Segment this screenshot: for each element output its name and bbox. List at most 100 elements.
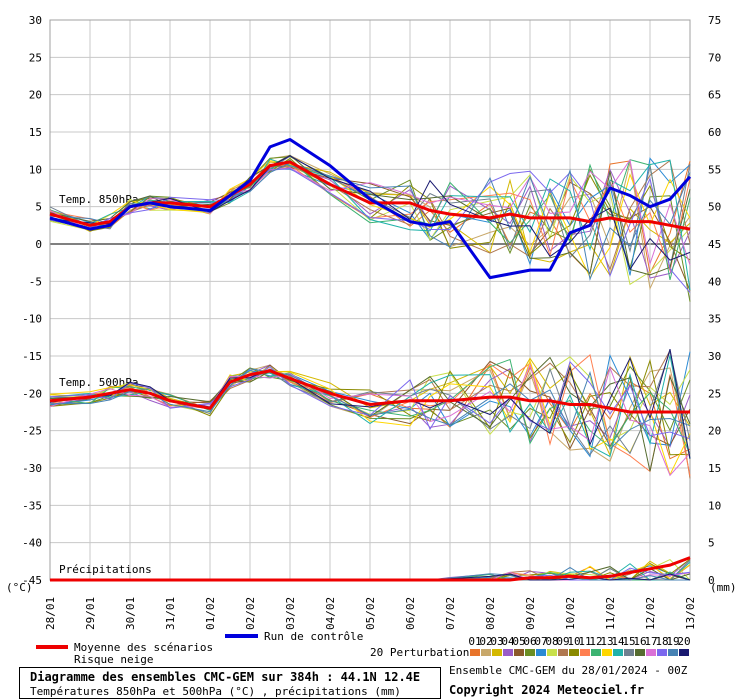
legend-pert-number: 12 bbox=[589, 635, 602, 648]
legend-pert-number: 09 bbox=[556, 635, 569, 648]
legend-pert-number: 18 bbox=[655, 635, 668, 648]
date-tick-label: 05/02 bbox=[364, 597, 377, 630]
right-tick-label: 40 bbox=[708, 275, 721, 288]
legend-pert-number: 05 bbox=[512, 635, 525, 648]
legend-pert-swatch bbox=[525, 649, 535, 656]
chart-grid bbox=[49, 19, 691, 581]
legend-pert-swatch bbox=[569, 649, 579, 656]
date-tick-label: 12/02 bbox=[644, 597, 657, 630]
legend-pert-number: 11 bbox=[578, 635, 591, 648]
legend-pert-number: 03 bbox=[490, 635, 503, 648]
right-tick-label: 55 bbox=[708, 163, 721, 176]
date-tick-label: 02/02 bbox=[244, 597, 257, 630]
date-tick-label: 06/02 bbox=[404, 597, 417, 630]
legend-mean-label: Moyenne des scénarios bbox=[74, 641, 213, 654]
date-tick-label: 13/02 bbox=[684, 597, 697, 630]
left-tick-label: 0 bbox=[35, 238, 42, 251]
date-tick-label: 28/01 bbox=[44, 597, 57, 630]
legend-pert-number: 14 bbox=[611, 635, 625, 648]
panel-label-t500: Temp. 500hPa bbox=[59, 376, 138, 389]
right-tick-label: 70 bbox=[708, 51, 721, 64]
legend-pert-swatch bbox=[503, 649, 513, 656]
perturbation-t850-line bbox=[49, 154, 691, 276]
legend-pert-number: 16 bbox=[633, 635, 646, 648]
date-tick-label: 08/02 bbox=[484, 597, 497, 630]
date-tick-label: 11/02 bbox=[604, 597, 617, 630]
legend-pert-number: 08 bbox=[545, 635, 558, 648]
chart-subtitle: Températures 850hPa et 500hPa (°C) , pré… bbox=[30, 685, 401, 698]
legend-pert-swatch bbox=[646, 649, 656, 656]
left-tick-label: 15 bbox=[29, 126, 42, 139]
legend-pert-swatch bbox=[492, 649, 502, 656]
legend-perturbations-label: 20 Perturbations bbox=[370, 646, 476, 659]
left-tick-label: 30 bbox=[29, 14, 42, 27]
legend-pert-swatch bbox=[580, 649, 590, 656]
date-tick-label: 31/01 bbox=[164, 597, 177, 630]
perturbation-t500-line bbox=[49, 364, 691, 448]
perturbation-t850-line bbox=[49, 158, 691, 266]
copyright-label: Copyright 2024 Meteociel.fr bbox=[449, 683, 645, 697]
legend-pert-number: 15 bbox=[622, 635, 635, 648]
date-tick-label: 30/01 bbox=[124, 597, 137, 630]
legend-snow-label: Risque neige bbox=[74, 653, 153, 666]
right-tick-label: 15 bbox=[708, 462, 721, 475]
legend-pert-number: 19 bbox=[666, 635, 679, 648]
panel-label-precip: Précipitations bbox=[59, 563, 152, 576]
date-tick-label: 01/02 bbox=[204, 597, 217, 630]
title-box: Diagramme des ensembles CMC-GEM sur 384h… bbox=[19, 667, 441, 699]
left-tick-label: -15 bbox=[22, 350, 42, 363]
right-tick-label: 5 bbox=[708, 537, 715, 550]
legend-pert-swatch bbox=[536, 649, 546, 656]
legend-pert-number: 13 bbox=[600, 635, 613, 648]
perturbation-t850-line bbox=[49, 155, 691, 271]
panel-label-t850: Temp. 850hPa bbox=[59, 193, 138, 206]
left-tick-label: 10 bbox=[29, 163, 42, 176]
left-axis-unit: (°C) bbox=[6, 581, 33, 594]
right-tick-label: 75 bbox=[708, 14, 721, 27]
date-tick-label: 03/02 bbox=[284, 597, 297, 630]
left-tick-label: -10 bbox=[22, 313, 42, 326]
panel-labels: Temp. 850hPa Temp. 500hPa Précipitations bbox=[59, 193, 152, 576]
right-tick-label: 25 bbox=[708, 387, 721, 400]
legend-pert-swatch bbox=[481, 649, 491, 656]
series-line-precip_mean bbox=[50, 556, 691, 582]
legend-pert-swatch bbox=[613, 649, 623, 656]
main-series-lines bbox=[49, 138, 692, 582]
right-tick-label: 50 bbox=[708, 201, 721, 214]
legend-pert-number: 04 bbox=[501, 635, 515, 648]
legend-pert-swatch bbox=[547, 649, 557, 656]
legend-pert-swatch bbox=[668, 649, 678, 656]
legend-pert-swatch bbox=[679, 649, 689, 656]
left-tick-label: 5 bbox=[35, 201, 42, 214]
right-tick-label: 45 bbox=[708, 238, 721, 251]
legend-pert-swatch bbox=[558, 649, 568, 656]
right-tick-label: 20 bbox=[708, 425, 721, 438]
right-tick-label: 65 bbox=[708, 89, 721, 102]
ensemble-run-label: Ensemble CMC-GEM du 28/01/2024 - 00Z bbox=[449, 664, 688, 677]
date-tick-label: 29/01 bbox=[84, 597, 97, 630]
left-tick-label: -40 bbox=[22, 537, 42, 550]
right-tick-label: 30 bbox=[708, 350, 721, 363]
left-tick-label: -5 bbox=[29, 275, 42, 288]
right-tick-label: 10 bbox=[708, 499, 721, 512]
chart-title: Diagramme des ensembles CMC-GEM sur 384h… bbox=[30, 670, 421, 684]
left-tick-label: -30 bbox=[22, 462, 42, 475]
right-axis-unit: (mm) bbox=[710, 581, 737, 594]
legend-pert-number: 17 bbox=[644, 635, 657, 648]
left-tick-label: 20 bbox=[29, 89, 42, 102]
left-tick-label: -45 bbox=[22, 574, 42, 587]
right-tick-label: 35 bbox=[708, 313, 721, 326]
series-line-t850_control bbox=[49, 138, 692, 280]
date-tick-label: 10/02 bbox=[564, 597, 577, 630]
legend-pert-number: 06 bbox=[523, 635, 536, 648]
right-tick-label: 60 bbox=[708, 126, 721, 139]
legend-control-label: Run de contrôle bbox=[264, 630, 363, 643]
perturbation-t850-line bbox=[49, 164, 691, 273]
left-tick-label: -35 bbox=[22, 499, 42, 512]
legend-pert-swatch bbox=[514, 649, 524, 656]
date-tick-label: 09/02 bbox=[524, 597, 537, 630]
left-tick-label: 25 bbox=[29, 51, 42, 64]
